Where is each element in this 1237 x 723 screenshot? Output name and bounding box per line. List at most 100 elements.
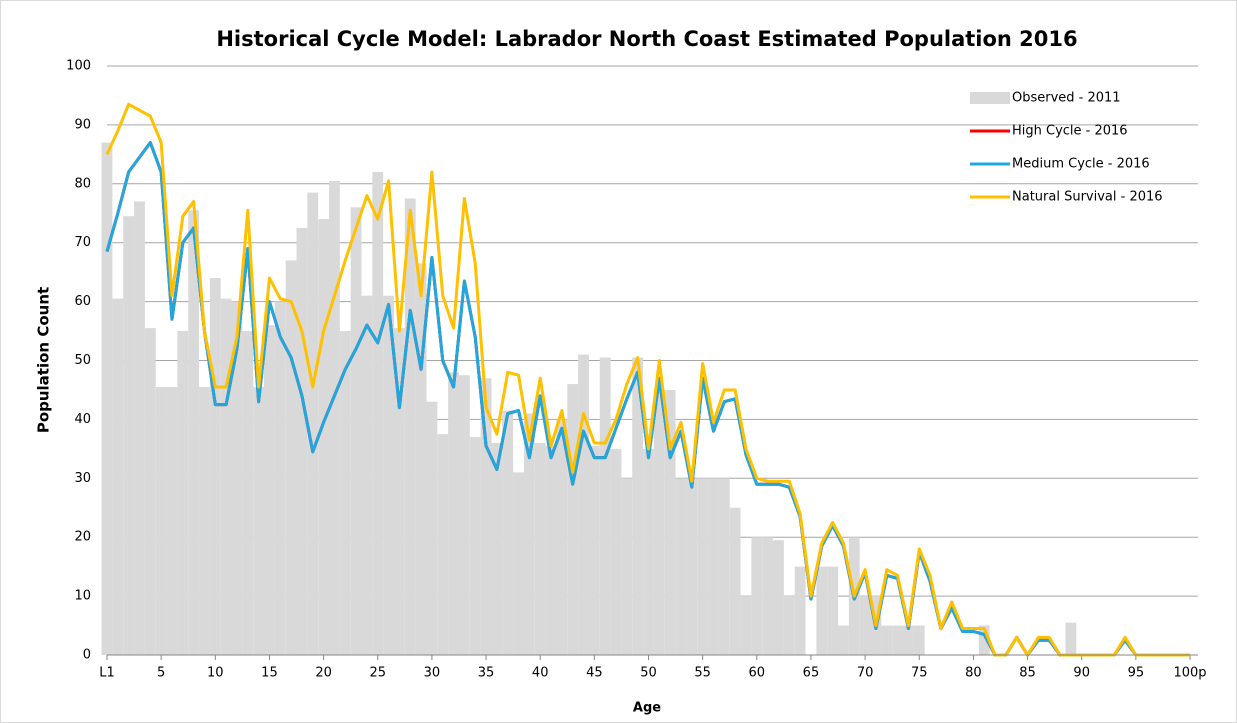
chart-title: Historical Cycle Model: Labrador North C… <box>216 27 1077 51</box>
y-tick-label: 100 <box>66 59 91 74</box>
bar <box>209 278 221 655</box>
y-tick-label: 90 <box>74 117 91 132</box>
bar <box>1065 622 1077 655</box>
x-tick-label: 75 <box>911 666 928 681</box>
x-tick-label: 35 <box>478 666 495 681</box>
bar <box>610 448 622 655</box>
x-tick-label: L1 <box>99 666 115 681</box>
x-tick-label: 90 <box>1073 666 1090 681</box>
bar <box>491 442 503 655</box>
bar <box>155 387 167 655</box>
bar <box>134 201 145 655</box>
bar <box>708 478 719 655</box>
bar <box>426 401 438 655</box>
bar <box>220 298 232 655</box>
bar <box>729 507 741 655</box>
y-tick-label: 30 <box>74 471 91 486</box>
bar <box>599 357 611 655</box>
bar <box>437 434 449 655</box>
x-tick-label: 85 <box>1019 666 1036 681</box>
bar <box>740 596 752 655</box>
bar <box>675 478 687 655</box>
bar <box>383 295 394 655</box>
x-tick-label: 65 <box>803 666 820 681</box>
bar <box>903 625 914 655</box>
y-tick-label: 70 <box>74 235 91 250</box>
bar <box>523 413 535 655</box>
x-tick-label: 95 <box>1128 666 1145 681</box>
legend-label: High Cycle - 2016 <box>1012 124 1128 139</box>
bar <box>393 328 405 655</box>
y-tick-label: 50 <box>74 353 91 368</box>
bar <box>448 372 459 655</box>
x-tick-label: 55 <box>694 666 711 681</box>
x-tick-label: 20 <box>315 666 332 681</box>
bar <box>372 172 384 655</box>
y-tick-label: 10 <box>74 589 91 604</box>
y-tick-label: 40 <box>74 412 91 427</box>
line <box>105 102 1190 657</box>
bar <box>144 328 156 655</box>
bar <box>751 537 763 655</box>
x-tick-label: 40 <box>532 666 549 681</box>
bar <box>632 357 644 655</box>
bar <box>588 445 600 655</box>
bar <box>783 596 795 655</box>
bar <box>794 566 806 655</box>
legend-label: Natural Survival - 2016 <box>1012 190 1163 205</box>
bar <box>480 378 492 655</box>
bar <box>718 478 730 655</box>
y-tick-label: 80 <box>74 176 91 191</box>
bar <box>621 478 633 655</box>
bar <box>978 625 990 655</box>
bar <box>329 180 340 656</box>
bar <box>697 478 709 655</box>
x-tick-label: 100p <box>1173 666 1206 681</box>
bar <box>188 210 200 655</box>
bar <box>913 625 925 655</box>
bar <box>112 298 124 655</box>
x-tick-label: 10 <box>207 666 224 681</box>
x-tick-label: 70 <box>857 666 874 681</box>
bar <box>166 387 178 655</box>
x-tick-label: 45 <box>586 666 603 681</box>
legend-label: Observed - 2011 <box>1012 91 1121 106</box>
bar <box>458 375 470 655</box>
bar <box>578 354 589 655</box>
x-tick-label: 60 <box>749 666 766 681</box>
bar <box>827 566 839 655</box>
bar <box>101 142 113 655</box>
bar <box>231 301 243 655</box>
bar <box>664 389 676 655</box>
bar <box>567 384 579 655</box>
bar <box>123 216 135 655</box>
x-tick-label: 80 <box>965 666 982 681</box>
bar <box>350 207 362 656</box>
bar <box>361 295 373 655</box>
bar <box>264 325 275 655</box>
y-tick-label: 60 <box>74 294 91 309</box>
bar <box>274 301 286 655</box>
x-tick-label: 30 <box>424 666 441 681</box>
bar <box>285 260 297 655</box>
x-axis-label: Age <box>633 701 661 716</box>
bar <box>339 331 351 655</box>
x-tick-label: 5 <box>157 666 165 681</box>
bar <box>534 442 546 655</box>
bar <box>296 227 308 655</box>
bar <box>859 596 871 655</box>
bar <box>242 331 254 655</box>
y-axis-label: Population Count <box>35 287 53 433</box>
y-tick-label: 0 <box>83 648 91 663</box>
bar <box>415 263 427 655</box>
bar <box>253 387 265 655</box>
bar <box>773 540 784 655</box>
bar <box>177 331 189 655</box>
bar <box>404 198 416 655</box>
bar <box>307 192 319 655</box>
bar <box>469 437 481 655</box>
bar <box>502 410 514 655</box>
bar <box>838 625 849 655</box>
y-tick-label: 20 <box>74 530 91 545</box>
